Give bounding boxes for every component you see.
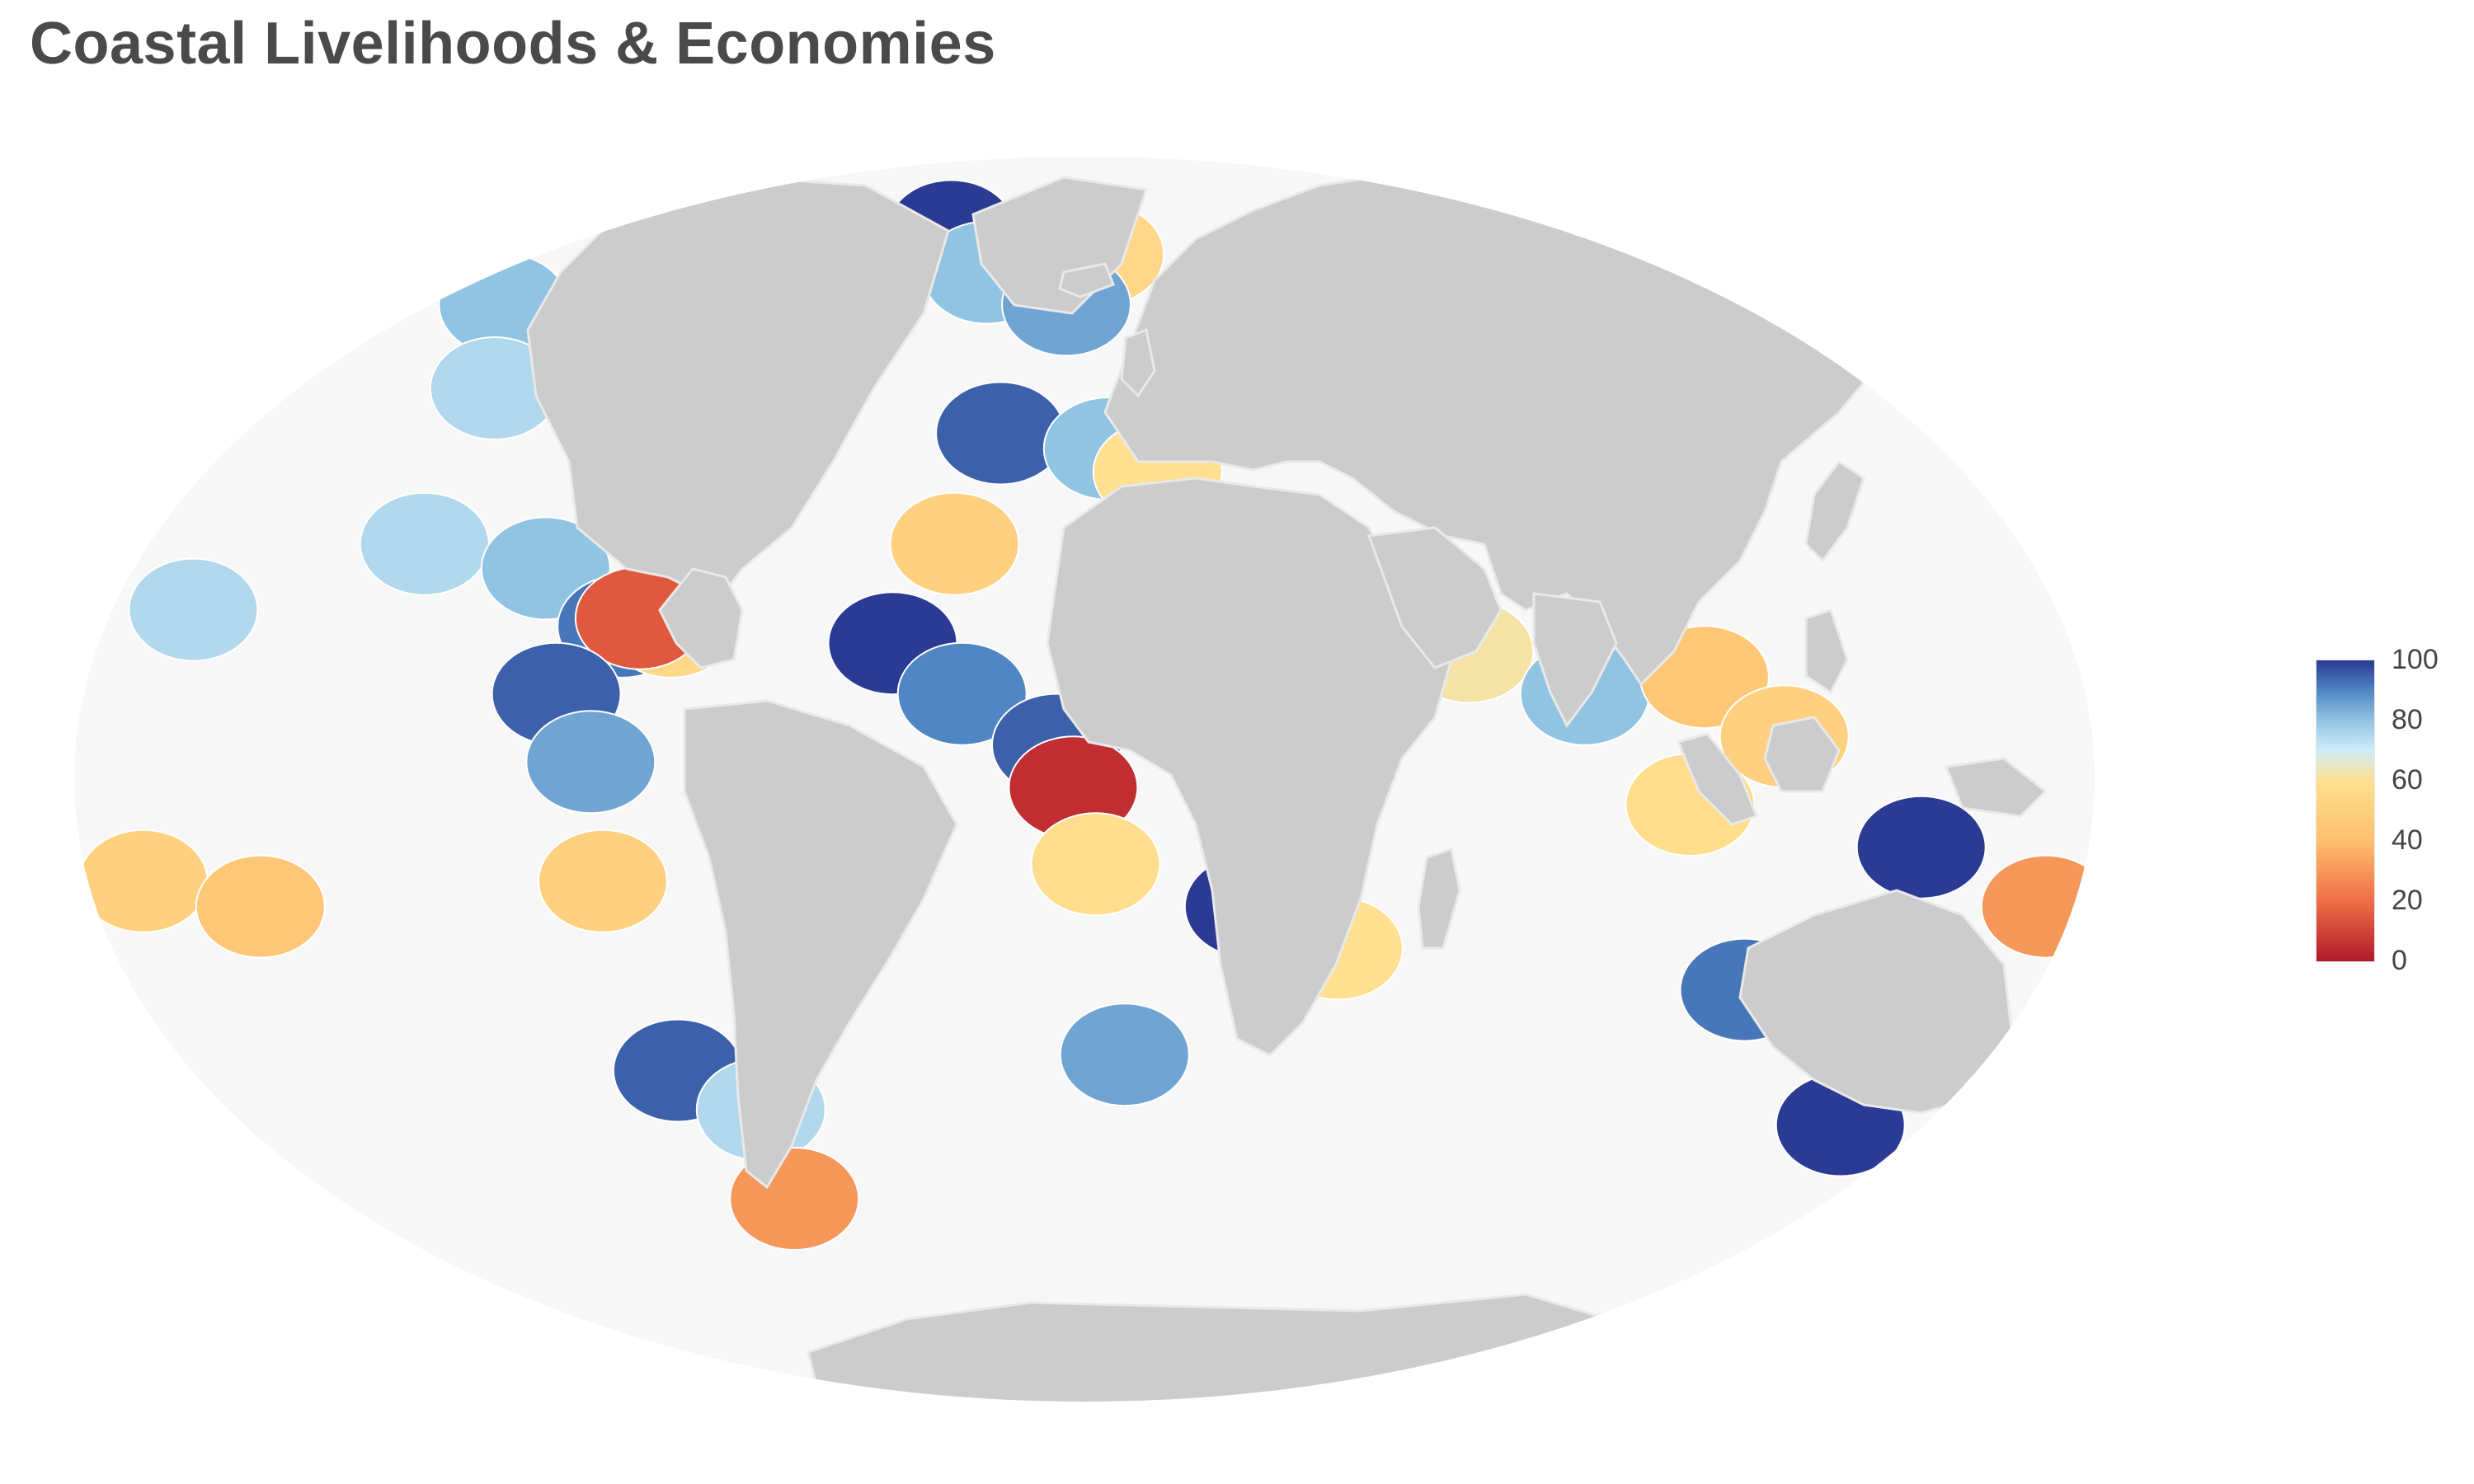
colorbar-tick: 20 [2392,885,2423,916]
eez-region[interactable] [1030,812,1161,917]
landmass-iceland [1058,262,1115,298]
eez-region[interactable] [1980,854,2110,959]
colorbar-tick: 80 [2392,704,2423,735]
land-layer [526,167,2095,1402]
map-layers [78,167,2110,1402]
landmass-japan [1804,459,1865,563]
colorbar-tick: 40 [2392,824,2423,856]
landmass-arabia [1366,526,1503,669]
eez-region[interactable] [195,854,326,959]
colorbar-gradient [2316,660,2375,962]
eez-region[interactable] [359,491,490,596]
landmass-british-isles [1120,327,1156,398]
landmass-india [1532,592,1618,728]
eez-region[interactable] [537,829,668,933]
landmass-central-america [658,567,744,669]
landmass-new-guinea [1944,757,2048,818]
eez-region[interactable] [525,710,656,815]
colorbar-tick: 60 [2392,764,2423,796]
landmass-madagascar [1417,848,1461,950]
eez-region[interactable] [1059,1003,1190,1107]
landmass-new-zealand [2027,1069,2095,1190]
eez-region[interactable] [935,381,1066,486]
colorbar: 100 80 60 40 20 0 [2309,646,2458,976]
world-map [78,167,2110,1402]
landmass-philippines [1804,608,1849,695]
landmass-sumatra [1676,732,1758,826]
eez-region[interactable] [128,557,259,662]
eez-region[interactable] [78,829,209,933]
landmass-africa [1046,477,1453,1057]
landmass-south-america [683,699,958,1190]
eez-region[interactable] [1856,795,1987,899]
eez-region[interactable] [889,491,1020,596]
colorbar-tick: 100 [2392,644,2439,675]
eez-region[interactable] [896,641,1028,746]
landmass-borneo [1763,716,1841,793]
colorbar-tick: 0 [2392,945,2407,976]
map-title: Coastal Livelihoods & Economies [30,11,996,77]
